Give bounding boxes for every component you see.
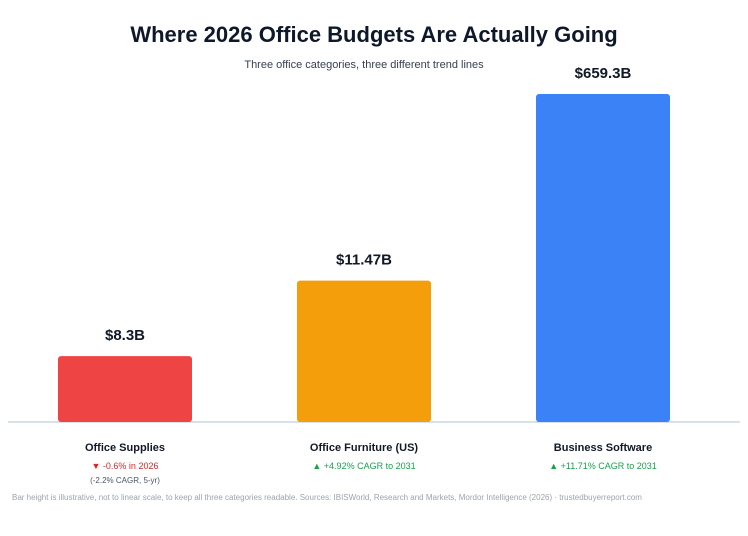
bar-chart: $8.3B $11.47B $659.3B — [8, 65, 740, 423]
category-label-office-supplies: Office Supplies — [84, 442, 166, 454]
bar-office-furniture — [297, 280, 431, 422]
chart-title: Where 2026 Office Budgets Are Actually G… — [130, 22, 618, 47]
bar-business-software — [536, 94, 670, 422]
value-label-business-software: $659.3B — [575, 65, 632, 82]
bar-office-supplies — [58, 356, 192, 422]
trend-office-supplies: ▼ -0.6% in 2026 — [91, 461, 159, 471]
trend-note-office-supplies: (-2.2% CAGR, 5-yr) — [90, 476, 160, 485]
value-label-office-furniture: $11.47B — [336, 252, 392, 269]
category-label-business-software: Business Software — [553, 442, 653, 454]
trend-business-software: ▲ +11.71% CAGR to 2031 — [549, 461, 657, 471]
chart-subtitle: Three office categories, three different… — [244, 59, 484, 71]
trend-office-furniture: ▲ +4.92% CAGR to 2031 — [312, 461, 416, 471]
value-label-office-supplies: $8.3B — [105, 327, 145, 344]
category-label-office-furniture: Office Furniture (US) — [309, 442, 419, 454]
source-footnote: Bar height is illustrative, not to linea… — [12, 493, 642, 502]
